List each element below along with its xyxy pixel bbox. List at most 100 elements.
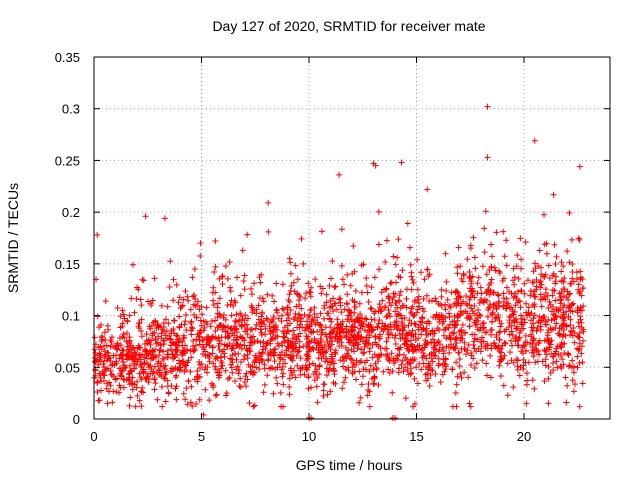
- data-point: [502, 305, 509, 312]
- data-point: [184, 401, 191, 408]
- data-point: [561, 302, 568, 309]
- data-point: [560, 292, 567, 299]
- data-point: [342, 344, 349, 351]
- data-point: [531, 301, 538, 308]
- data-point: [580, 303, 587, 310]
- data-point: [447, 334, 454, 341]
- data-point: [541, 293, 548, 300]
- data-point: [162, 375, 169, 382]
- data-point: [347, 313, 354, 320]
- data-point: [532, 294, 539, 301]
- data-point: [210, 301, 217, 308]
- data-point: [383, 352, 390, 359]
- data-point: [282, 360, 289, 367]
- data-point: [219, 348, 226, 355]
- data-point: [458, 275, 465, 282]
- data-point: [279, 281, 286, 288]
- data-point: [564, 350, 571, 357]
- data-point: [500, 355, 507, 362]
- data-point: [505, 323, 512, 330]
- data-point: [404, 345, 411, 352]
- data-point: [444, 296, 451, 303]
- data-point: [194, 302, 201, 309]
- data-point: [271, 345, 278, 352]
- data-point: [172, 374, 179, 381]
- axis-ticks: 0 5 10 15 20 0 0.05 0.1 0.15 0.2 0.25 0.3 0.35: [55, 50, 610, 444]
- data-point: [196, 359, 203, 366]
- data-point: [579, 380, 586, 387]
- data-point: [555, 306, 562, 313]
- data-point: [129, 380, 136, 387]
- data-point: [149, 330, 156, 337]
- data-point: [459, 278, 466, 285]
- data-point: [341, 281, 348, 288]
- data-point: [188, 324, 195, 331]
- data-point: [190, 337, 197, 344]
- data-point: [284, 339, 291, 346]
- data-point: [473, 360, 480, 367]
- data-point: [527, 287, 534, 294]
- data-point: [116, 382, 123, 389]
- data-point: [432, 370, 439, 377]
- data-point: [454, 317, 461, 324]
- data-point: [124, 343, 131, 350]
- data-point: [483, 297, 490, 304]
- data-point: [575, 319, 582, 326]
- data-point: [455, 244, 462, 251]
- data-point: [222, 367, 229, 374]
- data-point: [177, 367, 184, 374]
- data-point: [182, 396, 189, 403]
- data-point: [290, 352, 297, 359]
- data-point: [311, 377, 318, 384]
- data-point: [238, 312, 245, 319]
- data-point: [524, 377, 531, 384]
- data-point: [566, 259, 573, 266]
- data-point: [479, 320, 486, 327]
- data-point: [301, 371, 308, 378]
- data-point: [158, 383, 165, 390]
- data-point: [286, 375, 293, 382]
- data-point: [297, 293, 304, 300]
- data-point: [251, 359, 258, 366]
- data-point: [410, 403, 417, 410]
- data-point: [570, 324, 577, 331]
- data-point: [281, 338, 288, 345]
- data-point: [215, 343, 222, 350]
- data-point: [435, 355, 442, 362]
- data-point: [151, 353, 158, 360]
- data-point: [578, 319, 585, 326]
- data-point: [431, 339, 438, 346]
- data-point: [328, 335, 335, 342]
- data-point: [123, 352, 130, 359]
- data-point: [308, 320, 315, 327]
- data-point: [265, 228, 272, 235]
- data-point: [457, 263, 464, 270]
- data-point: [383, 314, 390, 321]
- data-point: [344, 271, 351, 278]
- data-point: [191, 346, 198, 353]
- data-point: [518, 320, 525, 327]
- data-point: [292, 374, 299, 381]
- data-point: [101, 372, 108, 379]
- data-point: [330, 367, 337, 374]
- data-point: [539, 315, 546, 322]
- data-point: [351, 361, 358, 368]
- data-point: [187, 368, 194, 375]
- data-point: [116, 335, 123, 342]
- data-point: [287, 270, 294, 277]
- data-point: [498, 345, 505, 352]
- data-point: [557, 313, 564, 320]
- data-point: [361, 349, 368, 356]
- data-point: [495, 311, 502, 318]
- data-point: [521, 290, 528, 297]
- data-point: [530, 279, 537, 286]
- data-point: [173, 346, 180, 353]
- data-point: [354, 345, 361, 352]
- data-point: [354, 314, 361, 321]
- data-point: [521, 280, 528, 287]
- data-point: [373, 365, 380, 372]
- data-point: [217, 365, 224, 372]
- data-point: [372, 162, 379, 169]
- data-point: [386, 299, 393, 306]
- data-point: [123, 330, 130, 337]
